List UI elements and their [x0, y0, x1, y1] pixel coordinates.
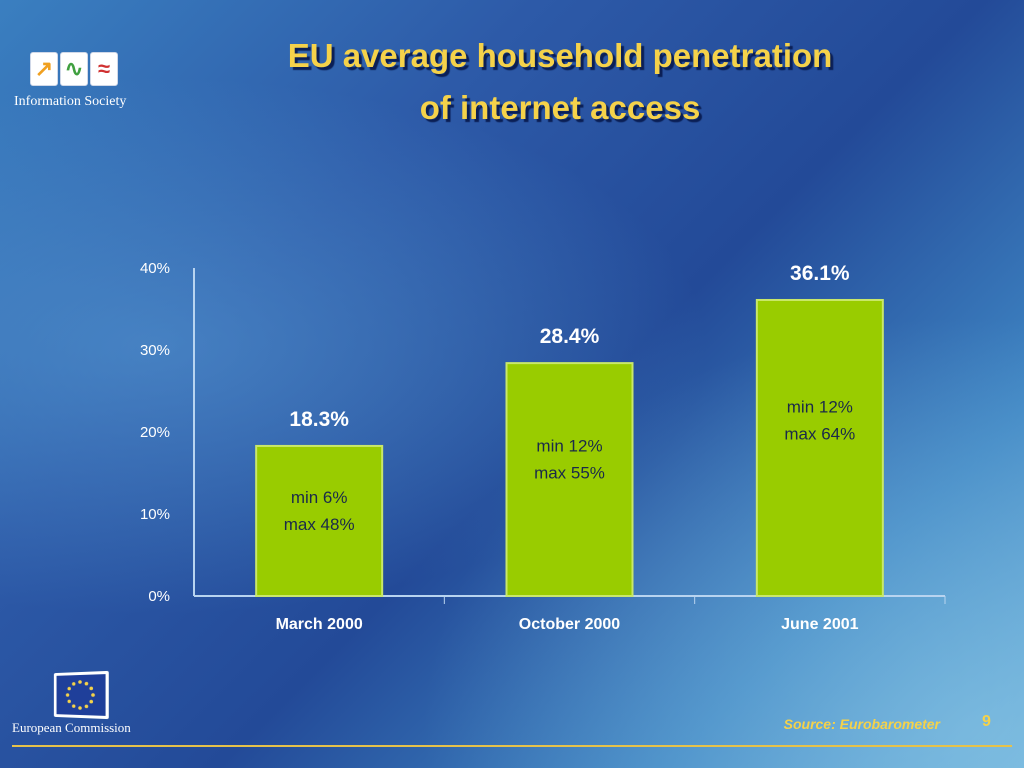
data-label: 18.3% [289, 408, 349, 431]
flag-star-icon [91, 693, 95, 697]
x-tick-label: October 2000 [519, 616, 620, 633]
y-tick-label: 20% [140, 424, 170, 441]
page-number: 9 [982, 713, 991, 730]
bar [505, 362, 634, 597]
slide-title: EU average household penetration of inte… [170, 30, 950, 134]
arrow-icon: ↗ [30, 52, 58, 86]
data-label: 36.1% [790, 262, 850, 285]
flag-star-icon [78, 680, 82, 684]
flag-star-icon [78, 706, 82, 710]
european-commission-logo: European Commission [12, 670, 162, 740]
bar [755, 298, 884, 597]
ec-caption: European Commission [12, 720, 131, 735]
x-tick-label: March 2000 [276, 616, 363, 633]
y-tick-label: 40% [140, 260, 170, 277]
logo-caption: Information Society [14, 94, 127, 109]
title-line-1: EU average household penetration [287, 37, 833, 74]
approx-icon: ≈ [90, 52, 118, 86]
source-note: Source: Eurobarometer [783, 716, 940, 732]
y-tick-label: 0% [148, 588, 170, 605]
information-society-logo: ↗ ∿ ≈ Information Society [14, 52, 154, 116]
bar-note-label: min 12% [787, 397, 853, 416]
chart-labels: 0% 10% 20% 30% 40% 18.3% min 6% max 48% March 20… [140, 260, 859, 633]
chart-bars [255, 298, 884, 597]
bar-note-label: min 6% [291, 488, 348, 507]
wave-icon: ∿ [60, 52, 88, 86]
bar-note-label: max 48% [284, 515, 355, 534]
bar-note-label: min 12% [536, 437, 602, 456]
y-tick-label: 30% [140, 342, 170, 359]
flag-star-icon [65, 693, 70, 697]
x-tick-label: June 2001 [781, 616, 858, 633]
bar [255, 444, 384, 597]
y-tick-label: 10% [140, 506, 170, 523]
footer-rule [12, 745, 1012, 747]
bar-note-label: max 64% [784, 424, 855, 443]
data-label: 28.4% [540, 325, 600, 348]
title-line-2: of internet access [419, 89, 701, 126]
bar-note-label: max 55% [534, 464, 605, 483]
eu-flag-icon [53, 670, 109, 720]
